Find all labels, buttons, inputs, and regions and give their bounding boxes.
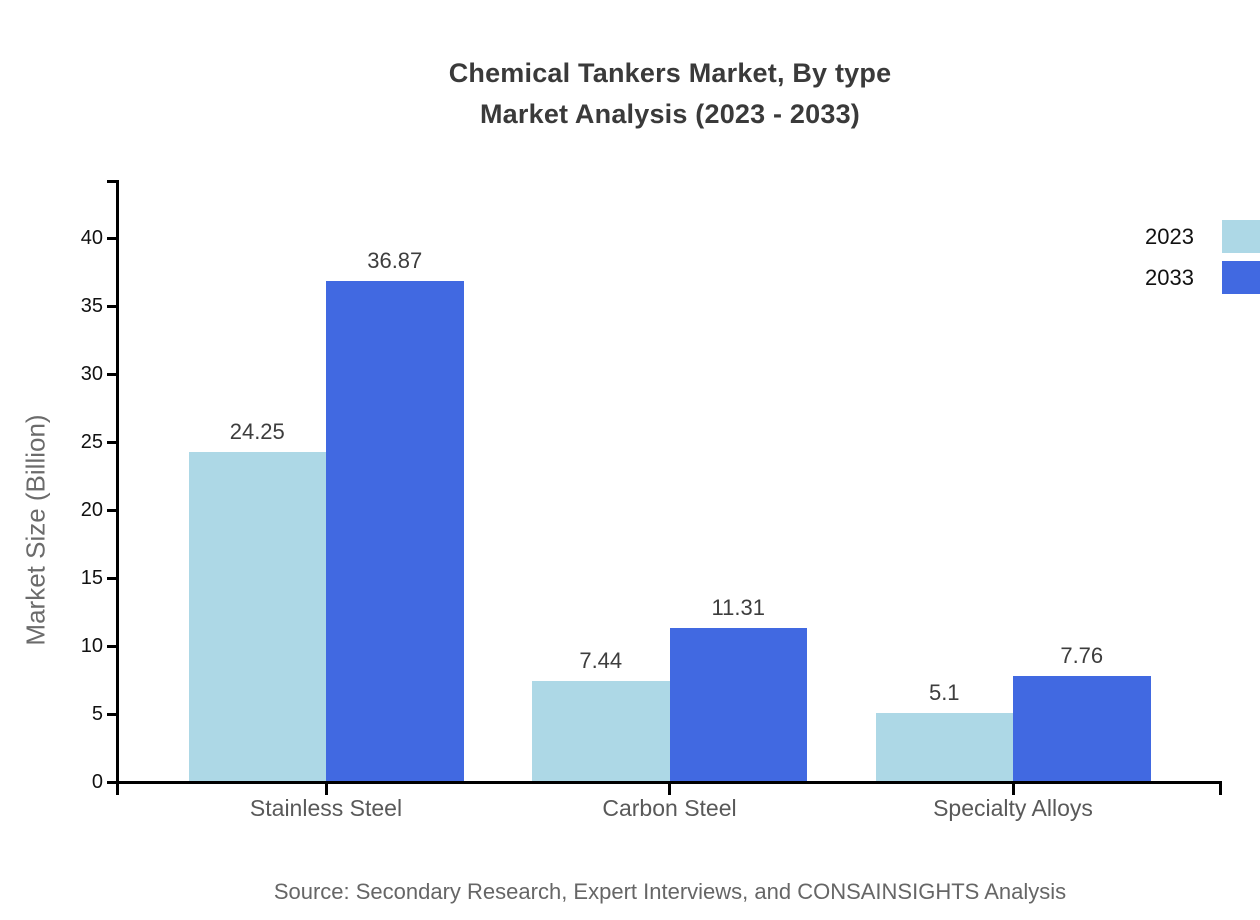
bar-2033-stainless-steel <box>326 281 464 782</box>
y-tick-label-10: 10 <box>80 635 103 657</box>
y-tick-label-0: 0 <box>91 771 103 793</box>
legend-item-2023: 2023 <box>1145 220 1260 253</box>
x-axis-end-tick <box>1219 781 1222 795</box>
bar-2023-specialty-alloys <box>875 713 1013 782</box>
value-label-2033-specialty-alloys: 7.76 <box>1060 643 1104 668</box>
y-tick-label-40: 40 <box>80 227 103 249</box>
y-tick-5 <box>107 713 118 716</box>
bar-2023-carbon-steel <box>532 681 670 782</box>
legend-swatch-2023 <box>1222 220 1260 253</box>
y-tick-10 <box>107 645 118 648</box>
value-label-2023-stainless-steel: 24.25 <box>229 419 285 444</box>
y-tick-25 <box>107 441 118 444</box>
value-label-2023-specialty-alloys: 5.1 <box>928 680 960 705</box>
chart-title: Chemical Tankers Market, By type Market … <box>0 53 1260 135</box>
legend: 2023 2033 <box>1145 220 1260 302</box>
bar-2033-carbon-steel <box>669 628 807 782</box>
category-label-stainless-steel: Stainless Steel <box>249 795 403 821</box>
legend-label-2033: 2033 <box>1145 264 1194 290</box>
x-tick-specialty-alloys <box>1011 781 1015 795</box>
y-tick-label-30: 30 <box>80 363 103 385</box>
bar-2023-stainless-steel <box>188 452 326 782</box>
category-label-specialty-alloys: Specialty Alloys <box>933 795 1093 821</box>
y-tick-label-35: 35 <box>80 295 103 317</box>
category-label-carbon-steel: Carbon Steel <box>602 795 737 821</box>
x-tick-stainless-steel <box>324 781 328 795</box>
legend-swatch-2033 <box>1222 261 1260 294</box>
x-axis-line <box>107 781 1222 784</box>
source-note: Source: Secondary Research, Expert Inter… <box>273 879 1067 904</box>
y-tick-label-25: 25 <box>80 431 103 453</box>
value-label-2033-carbon-steel: 11.31 <box>711 595 765 620</box>
legend-item-2033: 2033 <box>1145 261 1260 294</box>
x-tick-carbon-steel <box>668 781 671 795</box>
value-label-2023-carbon-steel: 7.44 <box>579 648 623 673</box>
y-tick-label-15: 15 <box>80 567 103 589</box>
y-tick-35 <box>107 305 118 308</box>
y-axis-line <box>116 180 119 795</box>
bar-2033-specialty-alloys <box>1013 676 1151 782</box>
legend-label-2023: 2023 <box>1145 223 1194 249</box>
y-axis-top-cap <box>107 180 118 183</box>
y-tick-label-20: 20 <box>80 499 103 521</box>
y-tick-40 <box>107 237 118 240</box>
y-tick-30 <box>107 373 118 376</box>
chart-title-line1: Chemical Tankers Market, By type <box>448 58 892 88</box>
y-tick-label-5: 5 <box>91 703 103 725</box>
y-tick-20 <box>107 509 118 512</box>
value-label-2033-stainless-steel: 36.87 <box>367 248 423 273</box>
y-tick-15 <box>107 577 118 580</box>
chart-title-line2: Market Analysis (2023 - 2033) <box>479 99 860 129</box>
